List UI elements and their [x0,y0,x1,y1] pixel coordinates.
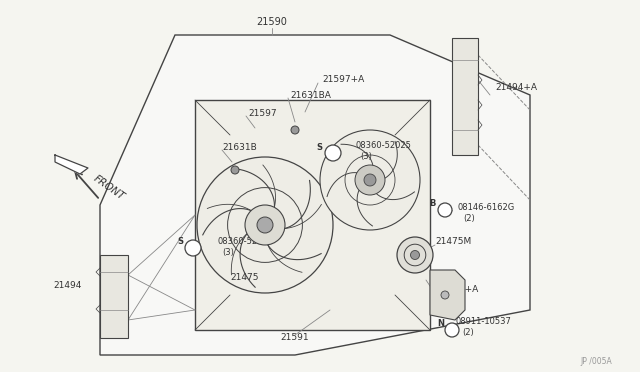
Text: JP /005A: JP /005A [580,357,612,366]
Circle shape [320,130,420,230]
Text: 08360-52025: 08360-52025 [217,237,273,247]
Circle shape [441,291,449,299]
Text: B: B [429,199,436,208]
Text: (2): (2) [463,214,475,222]
Circle shape [438,203,452,217]
Text: 21494: 21494 [54,280,82,289]
Text: S: S [177,237,183,247]
Circle shape [364,174,376,186]
Text: 21590: 21590 [257,17,287,27]
Circle shape [257,217,273,233]
Polygon shape [452,38,478,155]
Text: 21475: 21475 [230,273,259,282]
Text: 21631B: 21631B [222,144,257,153]
Text: 21597: 21597 [248,109,276,118]
Polygon shape [55,155,88,174]
Circle shape [397,237,433,273]
Polygon shape [100,35,530,355]
Text: 21597+A: 21597+A [322,76,364,84]
Text: (3): (3) [222,248,234,257]
Circle shape [325,145,341,161]
Circle shape [197,157,333,293]
Circle shape [410,250,419,260]
Text: 08911-10537: 08911-10537 [456,317,512,327]
Circle shape [291,126,299,134]
Text: 08146-6162G: 08146-6162G [458,202,515,212]
Circle shape [445,323,459,337]
Text: B: B [442,207,447,213]
Polygon shape [195,100,430,330]
Text: N: N [437,320,444,328]
Text: N: N [449,327,455,333]
Text: 21631BA: 21631BA [290,90,331,99]
Text: 21591+A: 21591+A [436,285,478,295]
Text: S: S [330,148,336,157]
Text: FRONT: FRONT [92,174,127,202]
Text: (3): (3) [360,153,372,161]
Text: (2): (2) [462,328,474,337]
Text: 21591: 21591 [281,334,309,343]
Circle shape [185,240,201,256]
Text: 21494+A: 21494+A [495,83,537,93]
Polygon shape [430,270,465,320]
Circle shape [355,165,385,195]
Circle shape [245,205,285,245]
Circle shape [231,166,239,174]
Text: S: S [190,244,196,253]
Text: S: S [316,142,322,151]
Text: 21475M: 21475M [435,237,471,247]
Polygon shape [100,255,128,338]
Text: 08360-52025: 08360-52025 [355,141,411,151]
